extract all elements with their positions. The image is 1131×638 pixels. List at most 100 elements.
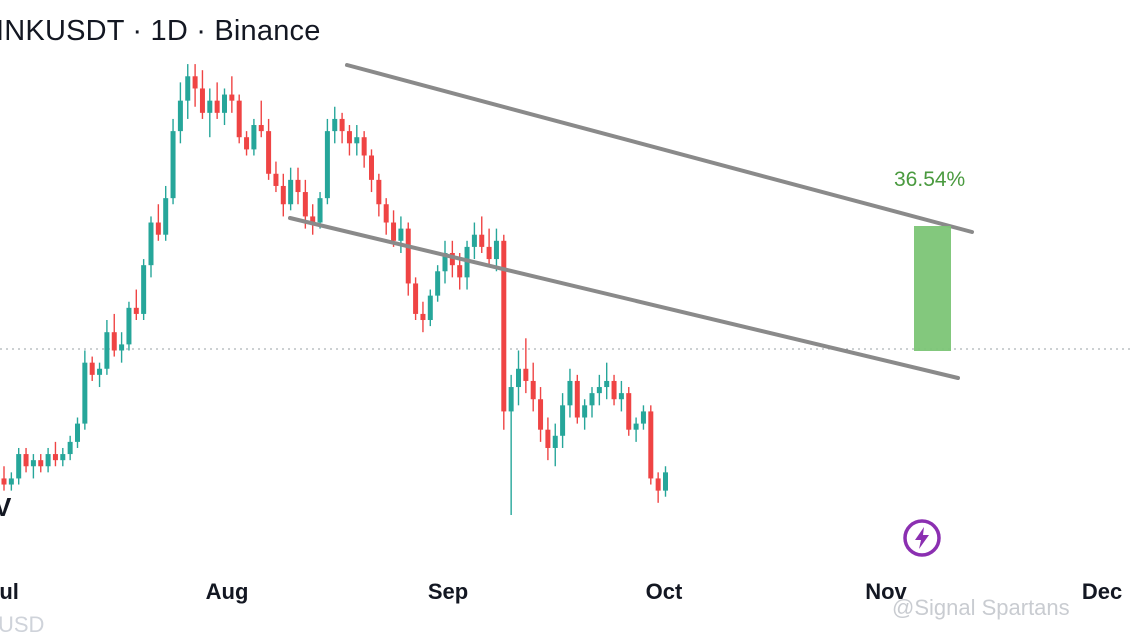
candle-body <box>471 234 477 247</box>
candle-body <box>163 198 169 235</box>
candle-body <box>258 125 264 132</box>
candle-body <box>75 423 80 442</box>
candle-body <box>560 405 566 436</box>
candle-body <box>435 271 441 296</box>
candle-body <box>648 411 654 479</box>
candle-body <box>369 155 374 180</box>
candle-body <box>273 173 279 186</box>
x-tick-dec: Dec <box>1081 579 1123 604</box>
candle-body <box>398 228 404 241</box>
candle-body <box>236 100 242 138</box>
candle-body <box>317 198 323 223</box>
candle-body <box>82 362 88 424</box>
candle-body <box>611 380 617 400</box>
x-tick-jul: Jul <box>0 579 19 604</box>
candle-body <box>111 332 117 351</box>
candle-body <box>23 454 29 467</box>
candle-body <box>427 295 433 321</box>
candle-body <box>523 368 529 381</box>
candle-body <box>288 179 294 205</box>
channel-upper-trendline[interactable] <box>345 63 974 234</box>
candle-body <box>339 118 345 132</box>
candle-body <box>52 454 58 461</box>
candle-body <box>214 100 220 113</box>
candle-body <box>596 387 602 394</box>
chart-title: INKUSDT · 1D · Binance <box>0 15 321 47</box>
x-tick-sep: Sep <box>427 579 469 604</box>
candle-body <box>626 393 632 430</box>
candle-body <box>170 131 176 199</box>
candle-body <box>376 179 382 205</box>
x-tick-aug: Aug <box>205 579 249 604</box>
candle-body <box>89 362 95 375</box>
candle-body <box>229 94 235 101</box>
lightning-bolt-icon <box>903 519 941 557</box>
candle-body <box>449 252 455 266</box>
candle-body <box>516 368 521 388</box>
candle-body <box>442 252 448 272</box>
channel-lower-trendline[interactable] <box>288 216 960 380</box>
candle-body <box>148 222 154 266</box>
candle-body <box>324 131 330 199</box>
candle-body <box>604 380 610 388</box>
candle-body <box>119 344 125 351</box>
watermark-text: @Signal Spartans <box>892 595 1070 620</box>
candle-body <box>302 192 308 217</box>
candle-body <box>663 472 668 491</box>
candle-body <box>8 478 14 485</box>
candle-body <box>155 222 161 235</box>
candle-body <box>501 240 507 412</box>
candle-body <box>67 441 73 455</box>
candle-body <box>280 185 286 205</box>
candle-body <box>332 118 338 132</box>
candle-body <box>104 332 110 369</box>
candle-body <box>1 478 7 485</box>
candles-group <box>1 64 668 515</box>
candle-body <box>244 137 250 150</box>
candle-body <box>486 246 492 260</box>
candle-body <box>133 307 139 314</box>
candle-body <box>391 222 397 241</box>
candle-body <box>310 216 316 223</box>
candle-body <box>552 435 558 448</box>
candle-body <box>199 88 205 113</box>
x-tick-oct: Oct <box>645 579 683 604</box>
edge-letter-fragment: V <box>0 492 12 522</box>
x-tick-nov: Nov <box>865 579 907 604</box>
candle-body <box>38 460 44 467</box>
candle-body <box>508 387 514 412</box>
projection-box[interactable] <box>914 226 951 351</box>
candle-body <box>545 429 551 448</box>
candle-body <box>97 368 103 375</box>
candle-body <box>346 131 352 144</box>
candle-body <box>618 393 624 400</box>
candle-body <box>222 94 227 113</box>
candle-body <box>457 265 463 278</box>
candle-body <box>567 380 573 406</box>
candle-body <box>295 179 301 193</box>
candle-body <box>185 76 191 101</box>
candle-body <box>493 240 499 260</box>
candle-body <box>633 423 639 430</box>
candle-body <box>538 399 544 430</box>
candle-body <box>16 454 22 479</box>
candle-body <box>655 478 661 491</box>
candle-body <box>251 125 257 150</box>
candle-body <box>30 460 36 467</box>
candle-body <box>589 393 595 406</box>
candle-body <box>574 380 580 418</box>
candle-body <box>141 265 147 314</box>
edge-usd-fragment: USD <box>0 612 45 637</box>
candle-body <box>192 76 198 89</box>
projection-percent-label: 36.54% <box>894 168 966 191</box>
candle-body <box>413 283 419 314</box>
candle-body <box>60 454 66 461</box>
candle-body <box>354 137 360 144</box>
candle-body <box>177 100 183 132</box>
candle-body <box>126 307 132 345</box>
candle-body <box>207 100 213 113</box>
candle-body <box>640 411 646 424</box>
candle-body <box>420 313 426 321</box>
candle-body <box>361 137 367 156</box>
